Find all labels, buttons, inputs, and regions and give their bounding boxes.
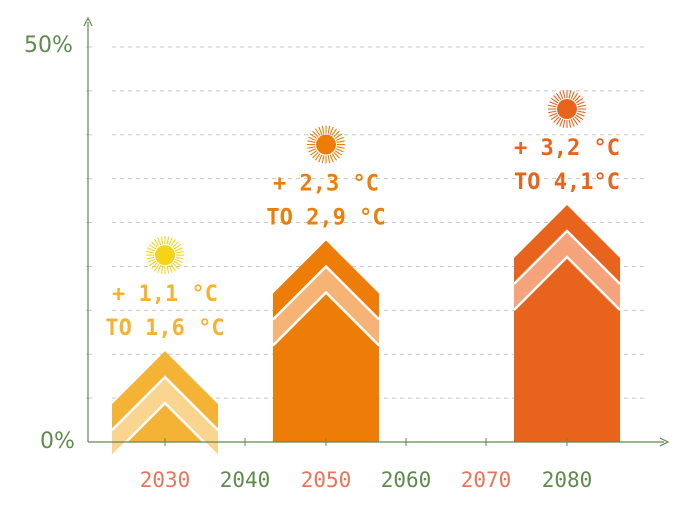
axes: 50% 0% — [24, 16, 670, 454]
x-tick-label: 2030 — [140, 468, 191, 492]
x-tick-label: 2050 — [301, 468, 352, 492]
bar-band — [273, 266, 379, 346]
bar-band — [514, 231, 620, 310]
annotation-line-1: + 2,3 °C — [273, 172, 379, 197]
y-tick-label-min: 0% — [40, 429, 75, 454]
bar-2050 — [272, 240, 380, 442]
sun-icon — [548, 90, 586, 128]
annotations: + 1,1 °C TO 1,6 °C + 2,3 °C TO 2,9 °C + 3,2 … — [105, 136, 620, 341]
annotation-line-2: TO 4,1°C — [514, 170, 620, 195]
bar-band — [112, 377, 218, 457]
bar-chevron-line — [111, 401, 219, 458]
x-tick-label: 2070 — [461, 468, 512, 492]
bar-2080 — [513, 205, 621, 442]
annotation-line-2: TO 2,9 °C — [266, 206, 385, 231]
x-tick-label: 2080 — [542, 468, 593, 492]
suns — [146, 90, 586, 275]
x-tick-label: 2060 — [381, 468, 432, 492]
x-tick-labels: 2030 2040 2050 2060 2070 2080 — [140, 438, 593, 492]
sun-icon — [146, 236, 184, 275]
x-tick-label: 2040 — [220, 468, 271, 492]
gridlines — [86, 46, 648, 399]
bar-chevron-line — [272, 290, 380, 347]
bar-chevron-line — [513, 255, 621, 311]
bar-2030 — [111, 351, 219, 458]
annotation-line-2: TO 1,6 °C — [105, 316, 224, 341]
bar-chevron-line — [513, 229, 621, 285]
annotation-line-1: + 1,1 °C — [112, 282, 218, 307]
y-axis-arrow — [83, 16, 93, 27]
y-tick-label-max: 50% — [24, 33, 73, 58]
sun-icon — [307, 125, 345, 164]
bar-chevron-line — [272, 264, 380, 321]
x-axis-arrow — [659, 437, 670, 447]
bar-chevron-line — [111, 375, 219, 432]
bar-body — [273, 240, 379, 442]
annotation-line-1: + 3,2 °C — [514, 136, 620, 161]
bars — [111, 205, 621, 458]
